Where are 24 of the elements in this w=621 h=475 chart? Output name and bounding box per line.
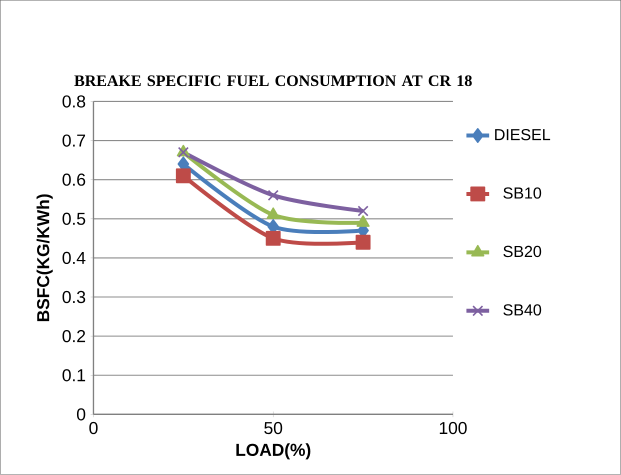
x-axis-title: LOAD(%) [236,444,310,460]
point [266,231,281,246]
y-axis-title: BSFC(KG/KWh) [36,194,53,322]
x-tick-label: 0 [89,422,98,434]
y-tick-label: 0.1 [62,369,86,382]
chart-title: BREAKE SPECIFIC FUEL CONSUMPTION AT CR 18 [74,76,472,86]
x-tick-label: 50 [264,422,282,434]
point [268,190,279,202]
y-tick-label: 0.8 [62,96,86,108]
point [358,206,369,217]
y-tick-label: 0.4 [62,252,86,264]
point [356,235,371,250]
legend-label: SB40 [503,304,542,316]
legend-label: DIESEL [495,129,550,140]
point [176,168,191,184]
y-tick-label: 0 [76,408,86,421]
x-tick-label: 100 [440,422,467,434]
legend-label: SB20 [503,246,542,258]
y-tick-label: 0.6 [62,174,86,186]
y-tick-label: 0.3 [62,291,86,304]
y-tick-label: 0.5 [62,212,86,226]
legend-label: SB10 [503,188,542,199]
y-tick-label: 0.2 [62,330,86,342]
y-tick-label: 0.7 [62,134,86,147]
